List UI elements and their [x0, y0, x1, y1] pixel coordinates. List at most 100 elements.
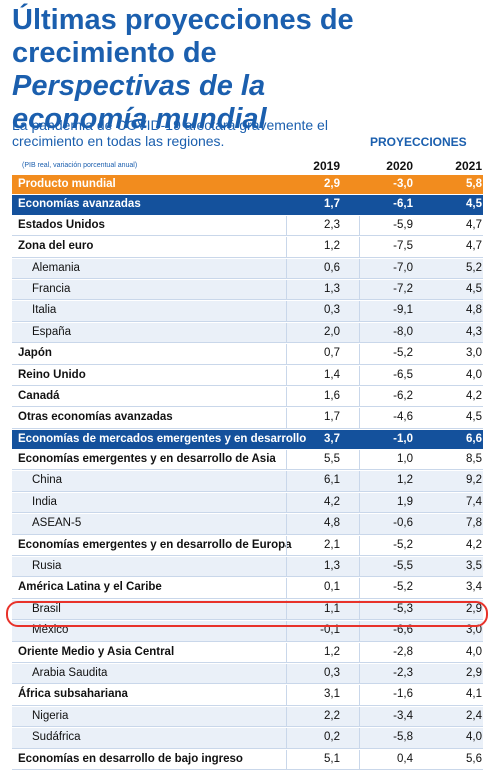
cell-value: -4,6	[393, 411, 413, 424]
cell-value: 0,6	[324, 261, 340, 274]
cell-value: -9,1	[393, 304, 413, 317]
cell-value: 0,2	[324, 731, 340, 744]
cell-value: -6,1	[393, 198, 413, 211]
column-separator	[286, 621, 287, 641]
cell-value: 1,3	[324, 282, 340, 295]
cell-value: 4,0	[466, 731, 482, 744]
cell-value: -5,3	[393, 602, 413, 615]
table-row: Brasil 1,1 -5,3 2,9	[12, 599, 483, 621]
row-name: Producto mundial	[18, 178, 116, 190]
table-row: Economías emergentes y en desarrollo de …	[12, 450, 483, 471]
cell-value: 0,4	[397, 752, 413, 765]
cell-value: 9,2	[466, 474, 482, 487]
table-note: (PIB real, variación porcentual anual)	[22, 162, 138, 169]
highlight-circle	[6, 601, 488, 627]
column-separator	[286, 450, 287, 470]
cell-value: -5,2	[393, 347, 413, 360]
cell-value: 2,1	[324, 538, 340, 551]
column-separator	[286, 557, 287, 577]
row-name: México	[32, 624, 69, 637]
cell-value: -5,2	[393, 581, 413, 594]
column-separator	[286, 365, 287, 385]
column-separator	[286, 322, 287, 343]
cell-value: -2,3	[393, 666, 413, 679]
column-separator	[359, 749, 360, 769]
column-header: 2021	[455, 159, 482, 173]
cell-value: 5,1	[324, 752, 340, 765]
column-separator	[286, 642, 287, 662]
column-separator	[359, 450, 360, 470]
row-name: África subsahariana	[18, 688, 128, 701]
row-name: Italia	[32, 304, 57, 317]
column-separator	[359, 685, 360, 705]
table-row: Economías emergentes y en desarrollo de …	[12, 535, 483, 557]
column-separator	[286, 344, 287, 364]
cell-value: 4,7	[466, 240, 482, 253]
table-row: Economías de mercados emergentes y en de…	[12, 429, 483, 450]
table-row: Economías avanzadas 1,7 -6,1 4,5	[12, 195, 483, 215]
cell-value: -7,5	[393, 240, 413, 253]
cell-value: 7,4	[466, 495, 482, 508]
column-separator	[359, 301, 360, 321]
table-row: Sudáfrica 0,2 -5,8 4,0	[12, 728, 483, 749]
cell-value: 2,9	[466, 666, 482, 679]
row-name: Japón	[18, 347, 52, 360]
column-separator	[286, 514, 287, 534]
table-row: Oriente Medio y Asia Central 1,2 -2,8 4,0	[12, 642, 483, 663]
column-separator	[286, 237, 287, 257]
table-row: Otras economías avanzadas 1,7 -4,6 4,5	[12, 408, 483, 429]
cell-value: 0,3	[324, 304, 340, 317]
table-row: India 4,2 1,9 7,4	[12, 492, 483, 514]
column-separator	[359, 642, 360, 662]
title-text: Últimas proyecciones de crecimiento de	[12, 4, 354, 69]
cell-value: -8,0	[393, 325, 413, 338]
cell-value: 4,8	[324, 517, 340, 530]
column-separator	[359, 386, 360, 407]
cell-value: 4,1	[466, 688, 482, 701]
subtitle: La pandemia de COVID-19 afectará graveme…	[12, 117, 328, 149]
cell-value: 4,3	[466, 325, 482, 338]
cell-value: -7,2	[393, 282, 413, 295]
cell-value: 5,5	[324, 453, 340, 466]
cell-value: 2,0	[324, 325, 340, 338]
table-row: ASEAN-5 4,8 -0,6 7,8	[12, 514, 483, 535]
table-row: Rusia 1,3 -5,5 3,5	[12, 557, 483, 578]
column-separator	[359, 728, 360, 748]
cell-value: 4,8	[466, 304, 482, 317]
cell-value: -1,6	[393, 688, 413, 701]
cell-value: 1,4	[324, 368, 340, 381]
row-name: Canadá	[18, 389, 60, 402]
column-separator	[359, 215, 360, 236]
row-name: Estados Unidos	[18, 218, 105, 231]
column-separator	[286, 386, 287, 407]
cell-value: -6,2	[393, 389, 413, 402]
cell-value: 0,3	[324, 666, 340, 679]
cell-value: 4,2	[466, 538, 482, 551]
table-row: Italia 0,3 -9,1 4,8	[12, 301, 483, 322]
cell-value: -7,0	[393, 261, 413, 274]
column-separator	[286, 728, 287, 748]
row-name: Oriente Medio y Asia Central	[18, 645, 175, 658]
column-separator	[359, 344, 360, 364]
column-header: 2019	[313, 159, 340, 173]
row-name: China	[32, 474, 63, 487]
column-separator	[359, 663, 360, 684]
column-separator	[286, 535, 287, 556]
column-separator	[286, 749, 287, 769]
column-separator	[286, 599, 287, 620]
column-separator	[359, 237, 360, 257]
table-row: Producto mundial 2,9 -3,0 5,8	[12, 175, 483, 195]
row-name: Zona del euro	[18, 240, 94, 253]
cell-value: 1,9	[397, 495, 413, 508]
cell-value: 1,3	[324, 560, 340, 573]
table-row: Canadá 1,6 -6,2 4,2	[12, 386, 483, 408]
table-row: Nigeria 2,2 -3,4 2,4	[12, 706, 483, 728]
table-row: Japón 0,7 -5,2 3,0	[12, 344, 483, 365]
cell-value: 6,1	[324, 474, 340, 487]
cell-value: -5,8	[393, 731, 413, 744]
cell-value: 0,1	[324, 581, 340, 594]
column-separator	[286, 578, 287, 598]
cell-value: 8,5	[466, 453, 482, 466]
cell-value: -6,5	[393, 368, 413, 381]
column-separator	[359, 279, 360, 300]
